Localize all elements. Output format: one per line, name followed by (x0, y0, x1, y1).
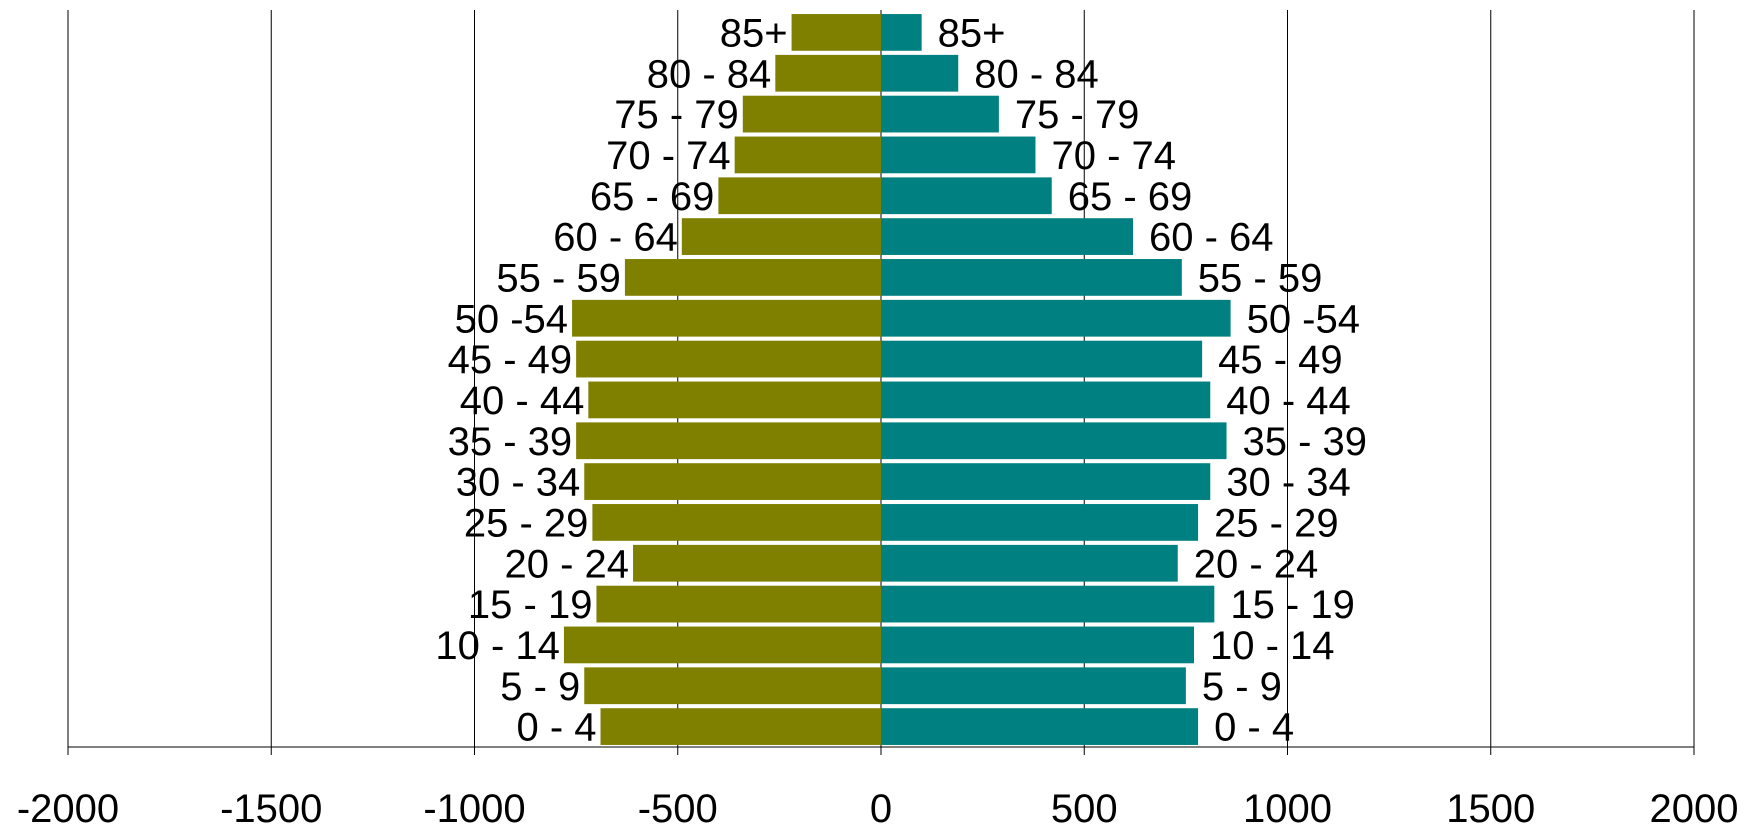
category-label-right: 60 - 64 (1149, 216, 1274, 260)
category-label-right: 75 - 79 (1015, 93, 1140, 137)
category-label-right: 20 - 24 (1194, 542, 1319, 586)
bar-series-1 (881, 299, 1231, 337)
bar-series-0 (588, 381, 881, 419)
bar-series-1 (881, 177, 1052, 215)
category-label-right: 85+ (938, 11, 1006, 55)
bar-series-0 (584, 463, 881, 500)
bar-series-1 (881, 54, 959, 92)
category-label-right: 5 - 9 (1202, 665, 1282, 709)
bar-series-0 (742, 95, 881, 133)
bar-series-0 (572, 299, 881, 337)
bar-series-0 (775, 54, 881, 92)
x-tick-label: 0 (870, 787, 892, 829)
category-label-right: 15 - 19 (1230, 583, 1355, 627)
x-tick-label: -1000 (423, 787, 525, 829)
bar-series-1 (881, 667, 1186, 705)
x-tick-label: 1500 (1446, 787, 1535, 829)
category-label-left: 0 - 4 (516, 706, 596, 750)
bar-series-1 (881, 422, 1227, 460)
category-label-right: 35 - 39 (1243, 420, 1368, 464)
bar-series-0 (734, 136, 881, 174)
bar-series-0 (633, 544, 881, 582)
bar-series-0 (563, 626, 881, 664)
category-label-right: 25 - 29 (1214, 501, 1339, 545)
gridlines (67, 10, 1695, 747)
bar-series-0 (681, 218, 881, 255)
category-label-left: 15 - 19 (468, 583, 593, 627)
category-label-right: 55 - 59 (1198, 256, 1323, 300)
category-label-left: 75 - 79 (614, 93, 739, 137)
category-label-left: 85+ (720, 11, 788, 55)
bar-series-1 (881, 504, 1199, 541)
category-label-right: 10 - 14 (1210, 624, 1335, 668)
category-label-left: 55 - 59 (496, 256, 621, 300)
category-label-left: 35 - 39 (448, 420, 573, 464)
bar-series-1 (881, 340, 1203, 378)
bar-series-1 (881, 136, 1036, 174)
category-label-left: 40 - 44 (460, 379, 585, 423)
bar-series-1 (881, 95, 999, 133)
bar-series-0 (584, 667, 881, 705)
bar-series-1 (881, 218, 1134, 255)
category-label-right: 40 - 44 (1226, 379, 1351, 423)
bar-series-0 (576, 422, 881, 460)
bar-series-1 (881, 626, 1195, 664)
bar-series-1 (881, 463, 1211, 500)
category-label-right: 30 - 34 (1226, 461, 1351, 505)
category-label-left: 30 - 34 (456, 461, 581, 505)
bar-series-0 (718, 177, 881, 215)
category-label-right: 80 - 84 (974, 52, 1099, 96)
bar-series-0 (576, 340, 881, 378)
category-label-left: 50 -54 (455, 297, 568, 341)
x-tick-label: -500 (638, 787, 718, 829)
bars (563, 14, 1231, 745)
category-label-left: 10 - 14 (435, 624, 560, 668)
category-label-left: 45 - 49 (448, 338, 573, 382)
bar-series-0 (624, 259, 881, 296)
bar-series-0 (596, 585, 881, 623)
category-label-right: 65 - 69 (1068, 175, 1193, 219)
x-axis: -2000 -1500 -1000 -500 0 500 1000 1500 2000 (17, 746, 1739, 829)
category-label-right: 45 - 49 (1218, 338, 1343, 382)
x-tick-label: -2000 (17, 787, 119, 829)
category-label-right: 70 - 74 (1051, 134, 1176, 178)
bar-series-0 (600, 708, 881, 745)
category-label-left: 20 - 24 (505, 542, 630, 586)
category-label-left: 25 - 29 (464, 501, 589, 545)
x-tick-label: 2000 (1650, 787, 1739, 829)
category-label-right: 0 - 4 (1214, 706, 1294, 750)
category-label-left: 65 - 69 (590, 175, 715, 219)
x-tick-label: 500 (1051, 787, 1118, 829)
x-tick-label: -1500 (220, 787, 322, 829)
category-label-left: 80 - 84 (647, 52, 772, 96)
category-label-left: 70 - 74 (606, 134, 731, 178)
category-label-right: 50 -54 (1247, 297, 1360, 341)
bar-series-1 (881, 14, 922, 51)
bar-series-1 (881, 381, 1211, 419)
bar-series-0 (791, 14, 881, 51)
category-label-left: 60 - 64 (553, 216, 678, 260)
x-tick-label: 1000 (1243, 787, 1332, 829)
bar-series-1 (881, 708, 1199, 745)
bar-series-1 (881, 259, 1182, 296)
bar-series-1 (881, 585, 1215, 623)
category-label-left: 5 - 9 (500, 665, 580, 709)
bar-series-0 (592, 504, 881, 541)
bar-series-1 (881, 544, 1178, 582)
